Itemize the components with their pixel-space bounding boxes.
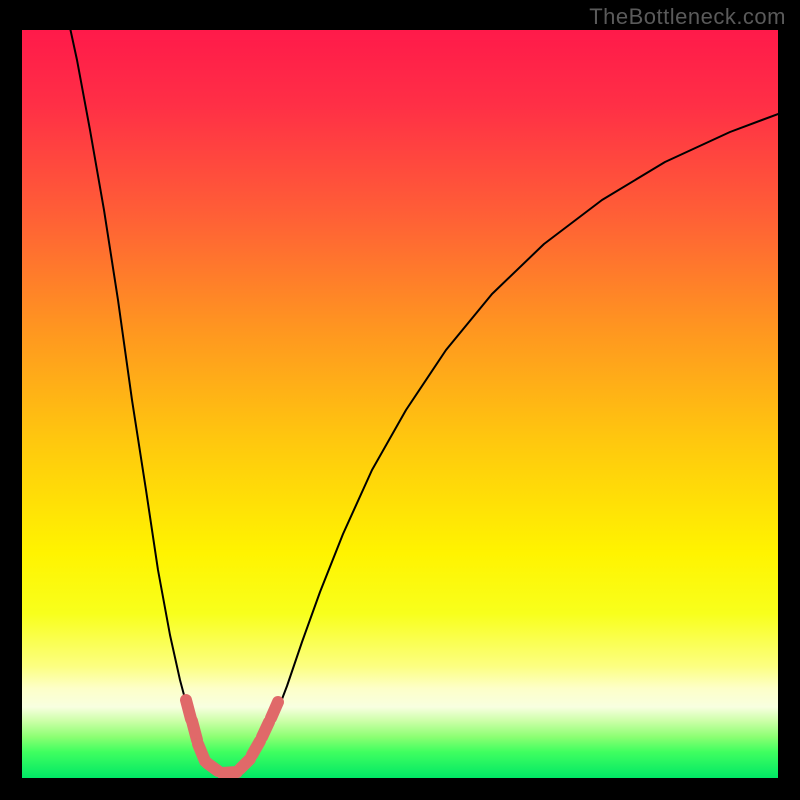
bottleneck-marker xyxy=(240,759,250,769)
chart-gradient-background xyxy=(22,30,778,778)
bottleneck-marker xyxy=(271,702,278,718)
bottleneck-marker xyxy=(207,763,218,771)
bottleneck-chart xyxy=(0,0,800,800)
chart-container: { "attribution": { "text": "TheBottlenec… xyxy=(0,0,800,800)
bottleneck-marker xyxy=(262,722,269,737)
bottleneck-marker xyxy=(222,772,237,773)
attribution-text: TheBottleneck.com xyxy=(589,4,786,30)
bottleneck-marker xyxy=(192,721,197,740)
bottleneck-marker xyxy=(252,741,260,755)
